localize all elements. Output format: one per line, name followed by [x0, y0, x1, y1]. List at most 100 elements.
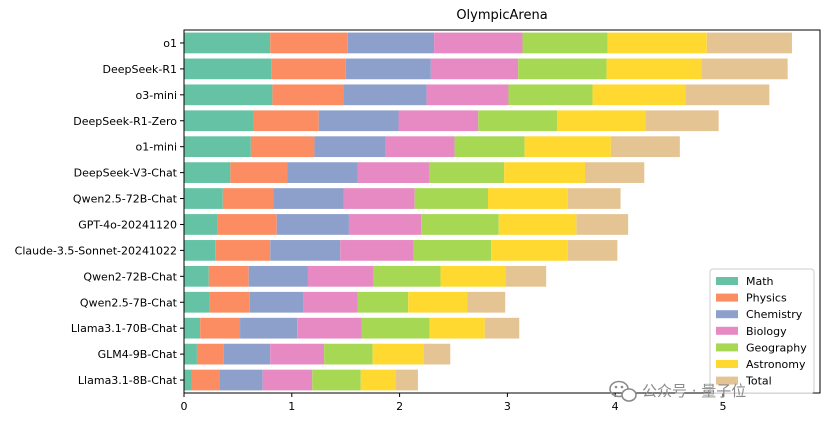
bar-segment-physics — [208, 265, 249, 287]
legend-swatch-geography — [716, 343, 738, 352]
bar-segment-astronomy — [607, 32, 707, 54]
bar-segment-biology — [343, 188, 415, 209]
bar-segment-physics — [191, 369, 220, 391]
y-tick-label: o3-mini — [136, 89, 178, 102]
bar-segment-math — [184, 369, 192, 391]
legend: Math Physics Chemistry Biology Geography Astr… — [709, 268, 815, 394]
bar-segment-geography — [414, 188, 488, 209]
bar-segment-geography — [478, 110, 557, 132]
bar-segment-biology — [297, 317, 362, 339]
bar-segment-chemistry — [219, 369, 263, 391]
bar-segment-geography — [312, 369, 361, 391]
bar-segment-math — [184, 136, 251, 158]
x-tick-label: 3 — [504, 400, 511, 413]
x-tick-label: 5 — [719, 400, 726, 413]
bar-segment-physics — [209, 291, 250, 313]
x-tick-label: 1 — [288, 400, 295, 413]
legend-label-biology: Biology — [746, 325, 787, 338]
bar-segment-total — [395, 369, 418, 391]
legend-swatch-biology — [716, 326, 738, 335]
bar-segment-math — [184, 84, 273, 106]
bar-segment-biology — [307, 265, 374, 287]
bar-segment-chemistry — [270, 240, 341, 261]
x-tick-label: 0 — [181, 400, 188, 413]
bar-segment-astronomy — [504, 162, 586, 183]
y-tick-label: o1-mini — [136, 141, 178, 154]
bar-segment-total — [567, 240, 618, 261]
bar-segment-biology — [340, 240, 414, 261]
bar-segment-total — [645, 110, 719, 132]
bar-segment-physics — [270, 32, 348, 54]
bar-segment-biology — [430, 58, 519, 80]
bar-segment-math — [184, 32, 271, 54]
bar-segment-chemistry — [343, 84, 427, 106]
bar-segment-geography — [429, 162, 505, 183]
legend-label-physics: Physics — [746, 292, 787, 305]
watermark-text: 公众号 · 量子位 — [642, 382, 746, 400]
bar-segment-chemistry — [249, 291, 304, 313]
bar-segment-total — [685, 84, 770, 106]
y-tick-label: DeepSeek-R1 — [103, 63, 178, 76]
bar-segment-total — [423, 343, 451, 365]
y-tick-label: GPT-4o-20241120 — [78, 218, 177, 231]
bar-segment-biology — [426, 84, 509, 106]
bar-segment-math — [184, 58, 272, 80]
bar-segment-math — [184, 343, 197, 365]
bar-segment-chemistry — [223, 343, 271, 365]
bar-segment-astronomy — [491, 240, 568, 261]
y-tick-label: DeepSeek-R1-Zero — [73, 115, 177, 128]
y-tick-label: Llama3.1-8B-Chat — [78, 374, 178, 387]
bar-segment-physics — [252, 110, 319, 132]
bar-segment-biology — [348, 214, 422, 235]
y-tick-label: Qwen2.5-7B-Chat — [80, 296, 178, 309]
bar-segment-total — [585, 162, 645, 183]
bar-segment-astronomy — [556, 110, 646, 132]
legend-swatch-astronomy — [716, 360, 738, 368]
bar-segment-total — [484, 317, 520, 339]
watermark: 公众号 · 量子位 — [609, 380, 746, 402]
bar-segment-geography — [508, 84, 593, 106]
bar-segment-total — [567, 188, 621, 209]
bar-segment-chemistry — [240, 317, 298, 339]
bar-segment-astronomy — [408, 291, 468, 313]
bar-segment-physics — [271, 58, 346, 80]
bar-segment-geography — [413, 240, 492, 261]
legend-swatch-chemistry — [716, 310, 738, 319]
bar-segment-biology — [262, 369, 313, 391]
bar-segment-geography — [522, 32, 608, 54]
bar-segment-total — [610, 136, 680, 158]
x-axis: 0 1 2 3 4 5 — [181, 393, 726, 413]
bar-segment-astronomy — [429, 317, 485, 339]
legend-label-geography: Geography — [746, 341, 807, 354]
bar-segment-chemistry — [248, 265, 308, 287]
x-tick-label: 2 — [396, 400, 403, 413]
bar-segment-biology — [385, 136, 455, 158]
legend-swatch-physics — [716, 293, 738, 302]
legend-label-astronomy: Astronomy — [746, 358, 806, 371]
bar-segment-astronomy — [487, 188, 568, 209]
bar-segment-geography — [324, 343, 373, 365]
bar-segment-biology — [270, 343, 325, 365]
bar-segment-total — [576, 214, 629, 235]
legend-label-math: Math — [746, 275, 774, 288]
bar-segment-chemistry — [273, 188, 344, 209]
bar-segment-astronomy — [524, 136, 611, 158]
bar-segment-geography — [518, 58, 607, 80]
y-tick-label: GLM4-9B-Chat — [98, 348, 178, 361]
bar-segment-astronomy — [592, 84, 686, 106]
bar-segment-chemistry — [287, 162, 358, 183]
bar-segment-total — [706, 32, 792, 54]
y-tick-label: Qwen2-72B-Chat — [83, 270, 177, 283]
bar-segment-astronomy — [440, 265, 506, 287]
bar-segment-math — [184, 162, 231, 183]
bar-segment-chemistry — [314, 136, 386, 158]
bar-segment-math — [184, 110, 253, 132]
bar-segment-physics — [272, 84, 344, 106]
bar-segment-math — [184, 265, 209, 287]
bar-segment-astronomy — [606, 58, 702, 80]
bar-segment-chemistry — [347, 32, 435, 54]
bar-segment-biology — [434, 32, 523, 54]
bar-segment-total — [505, 265, 547, 287]
y-tick-label: Llama3.1-70B-Chat — [71, 322, 178, 335]
